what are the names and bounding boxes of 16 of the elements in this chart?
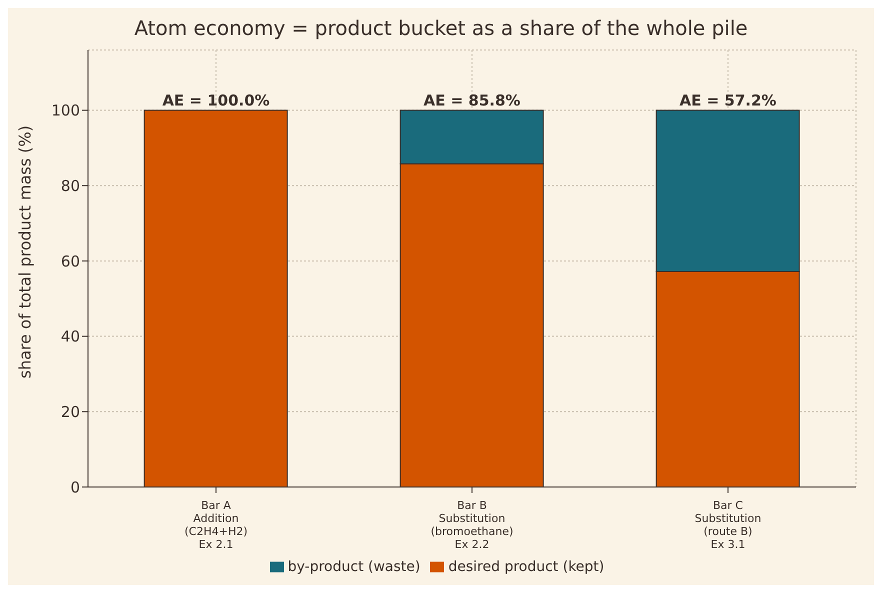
x-tick-label: Bar B Substitution (bromoethane) Ex 2.2 bbox=[430, 499, 514, 551]
y-tick-label: 20 bbox=[60, 402, 80, 421]
y-tick-label: 80 bbox=[60, 176, 80, 195]
legend-label: by-product (waste) bbox=[288, 559, 420, 575]
annotation: AE = 57.2% bbox=[680, 91, 776, 110]
y-axis-title: share of total product mass (%) bbox=[16, 125, 35, 378]
legend-label: desired product (kept) bbox=[448, 559, 604, 575]
chart-title: Atom economy = product bucket as a share of the whole pile bbox=[133, 15, 749, 42]
x-tick-label: Bar A Addition (C2H4+H2) Ex 2.1 bbox=[184, 499, 248, 551]
y-tick-label: 60 bbox=[60, 252, 80, 270]
x-tick-label: Bar C Substitution (route B) Ex 3.1 bbox=[694, 499, 762, 551]
y-tick-label: 40 bbox=[60, 328, 80, 346]
annotation: AE = 85.8% bbox=[424, 91, 520, 110]
annotation: AE = 100.0% bbox=[162, 91, 270, 110]
y-tick-label: 100 bbox=[51, 102, 80, 120]
y-tick-label: 0 bbox=[70, 478, 80, 496]
